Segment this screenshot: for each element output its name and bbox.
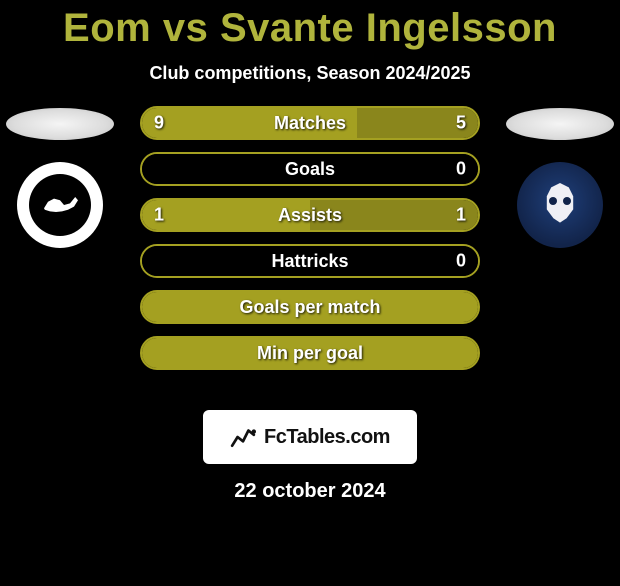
owl-icon (538, 183, 582, 227)
stat-bar-fill-right (357, 108, 478, 138)
main-area: Matches95 Goals0 Assists11 Hattricks0 Goals … (0, 106, 620, 406)
footer: FcTables.com 22 october 2024 (0, 410, 620, 503)
club-crest-left (17, 162, 103, 248)
page-title: Eom vs Svante Ingelsson (0, 6, 620, 51)
comparison-card: Eom vs Svante Ingelsson Club competition… (0, 6, 620, 503)
club-crest-right (517, 162, 603, 248)
stat-bars: Matches95 Goals0 Assists11 Hattricks0 Goals … (140, 106, 480, 370)
stat-bar: Matches95 (140, 106, 480, 140)
stat-bar-fill-left (142, 200, 310, 230)
stat-bar-fill-left (142, 108, 357, 138)
stat-bar-fill-left (142, 246, 478, 276)
stat-bar: Goals per match (140, 290, 480, 324)
stat-bar: Hattricks0 (140, 244, 480, 278)
player-left-photo (6, 108, 114, 140)
stat-bar-fill-left (142, 154, 478, 184)
player-right-slot (500, 106, 620, 248)
brand-logo-icon (230, 424, 256, 450)
stat-bar-fill-left (142, 338, 478, 368)
stat-bar: Min per goal (140, 336, 480, 370)
brand-badge: FcTables.com (203, 410, 417, 464)
footer-date: 22 october 2024 (234, 480, 385, 503)
stat-bar: Goals0 (140, 152, 480, 186)
swan-icon (40, 189, 80, 221)
brand-text: FcTables.com (264, 426, 390, 449)
player-left-slot (0, 106, 120, 248)
stat-bar: Assists11 (140, 198, 480, 232)
stat-bar-fill-left (142, 292, 478, 322)
stat-bar-fill-right (310, 200, 478, 230)
page-subtitle: Club competitions, Season 2024/2025 (0, 63, 620, 84)
player-right-photo (506, 108, 614, 140)
